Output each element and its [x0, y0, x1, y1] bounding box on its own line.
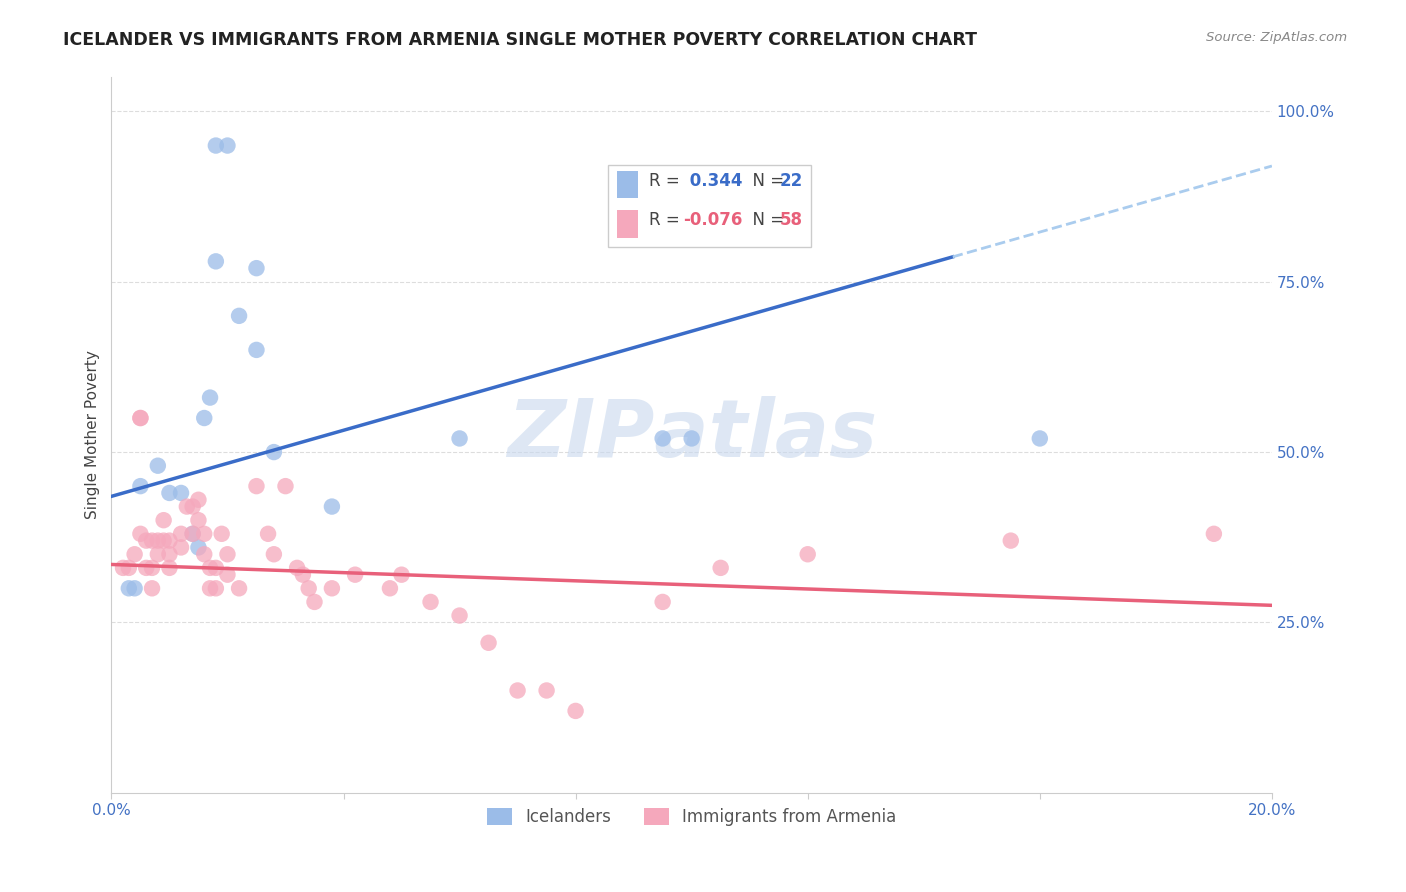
Point	[449, 608, 471, 623]
Point	[378, 582, 401, 596]
Text: N =: N =	[741, 172, 789, 190]
Text: R =: R =	[648, 172, 685, 190]
Point	[1000, 533, 1022, 548]
Point	[170, 486, 193, 500]
Point	[291, 567, 314, 582]
Point	[304, 595, 326, 609]
Point	[141, 582, 163, 596]
Text: ZIP​atlas: ZIP​atlas	[506, 396, 877, 474]
Point	[198, 391, 221, 405]
Point	[193, 526, 215, 541]
Point	[651, 432, 673, 446]
Point	[710, 561, 733, 575]
Text: 58: 58	[780, 211, 803, 229]
Point	[449, 432, 471, 446]
Text: 22: 22	[780, 172, 803, 190]
Point	[298, 582, 321, 596]
Point	[141, 561, 163, 575]
Point	[193, 547, 215, 561]
Point	[274, 479, 297, 493]
Point	[181, 500, 204, 514]
Point	[129, 411, 152, 425]
Point	[159, 547, 181, 561]
Point	[181, 526, 204, 541]
Point	[159, 533, 181, 548]
Point	[211, 526, 233, 541]
Point	[321, 582, 343, 596]
Point	[245, 261, 267, 276]
Text: N =: N =	[741, 211, 789, 229]
Point	[245, 343, 267, 357]
Y-axis label: Single Mother Poverty: Single Mother Poverty	[86, 351, 100, 519]
Point	[796, 547, 818, 561]
Point	[228, 309, 250, 323]
Point	[651, 595, 673, 609]
Point	[176, 500, 198, 514]
FancyBboxPatch shape	[617, 211, 638, 237]
Point	[141, 533, 163, 548]
Point	[146, 533, 169, 548]
Point	[146, 458, 169, 473]
Point	[263, 547, 285, 561]
Point	[205, 582, 228, 596]
Point	[187, 492, 209, 507]
Point	[506, 683, 529, 698]
Point	[193, 411, 215, 425]
Point	[124, 582, 146, 596]
Point	[187, 513, 209, 527]
Point	[111, 561, 134, 575]
Point	[564, 704, 586, 718]
Point	[217, 567, 239, 582]
Point	[129, 411, 152, 425]
Point	[344, 567, 367, 582]
Point	[198, 582, 221, 596]
Point	[170, 526, 193, 541]
Point	[536, 683, 558, 698]
Point	[681, 432, 703, 446]
Point	[205, 138, 228, 153]
Text: -0.076: -0.076	[683, 211, 742, 229]
FancyBboxPatch shape	[609, 165, 811, 247]
Text: ICELANDER VS IMMIGRANTS FROM ARMENIA SINGLE MOTHER POVERTY CORRELATION CHART: ICELANDER VS IMMIGRANTS FROM ARMENIA SIN…	[63, 31, 977, 49]
Point	[419, 595, 441, 609]
Point	[245, 479, 267, 493]
Point	[118, 582, 141, 596]
Point	[1029, 432, 1052, 446]
Point	[129, 479, 152, 493]
Point	[187, 541, 209, 555]
Point	[321, 500, 343, 514]
Point	[146, 547, 169, 561]
Point	[135, 533, 157, 548]
Point	[228, 582, 250, 596]
Point	[118, 561, 141, 575]
Point	[152, 513, 174, 527]
Point	[217, 547, 239, 561]
Text: R =: R =	[648, 211, 685, 229]
Point	[205, 561, 228, 575]
Point	[205, 254, 228, 268]
Point	[477, 636, 499, 650]
Point	[170, 541, 193, 555]
Point	[129, 526, 152, 541]
FancyBboxPatch shape	[617, 171, 638, 198]
Point	[257, 526, 280, 541]
Point	[217, 138, 239, 153]
Legend: Icelanders, Immigrants from Armenia: Icelanders, Immigrants from Armenia	[478, 799, 905, 834]
Point	[152, 533, 174, 548]
Point	[159, 561, 181, 575]
Point	[198, 561, 221, 575]
Point	[159, 486, 181, 500]
Text: Source: ZipAtlas.com: Source: ZipAtlas.com	[1206, 31, 1347, 45]
Point	[124, 547, 146, 561]
Point	[1202, 526, 1225, 541]
Text: 0.344: 0.344	[683, 172, 742, 190]
Point	[391, 567, 413, 582]
Point	[263, 445, 285, 459]
Point	[181, 526, 204, 541]
Point	[285, 561, 308, 575]
Point	[135, 561, 157, 575]
